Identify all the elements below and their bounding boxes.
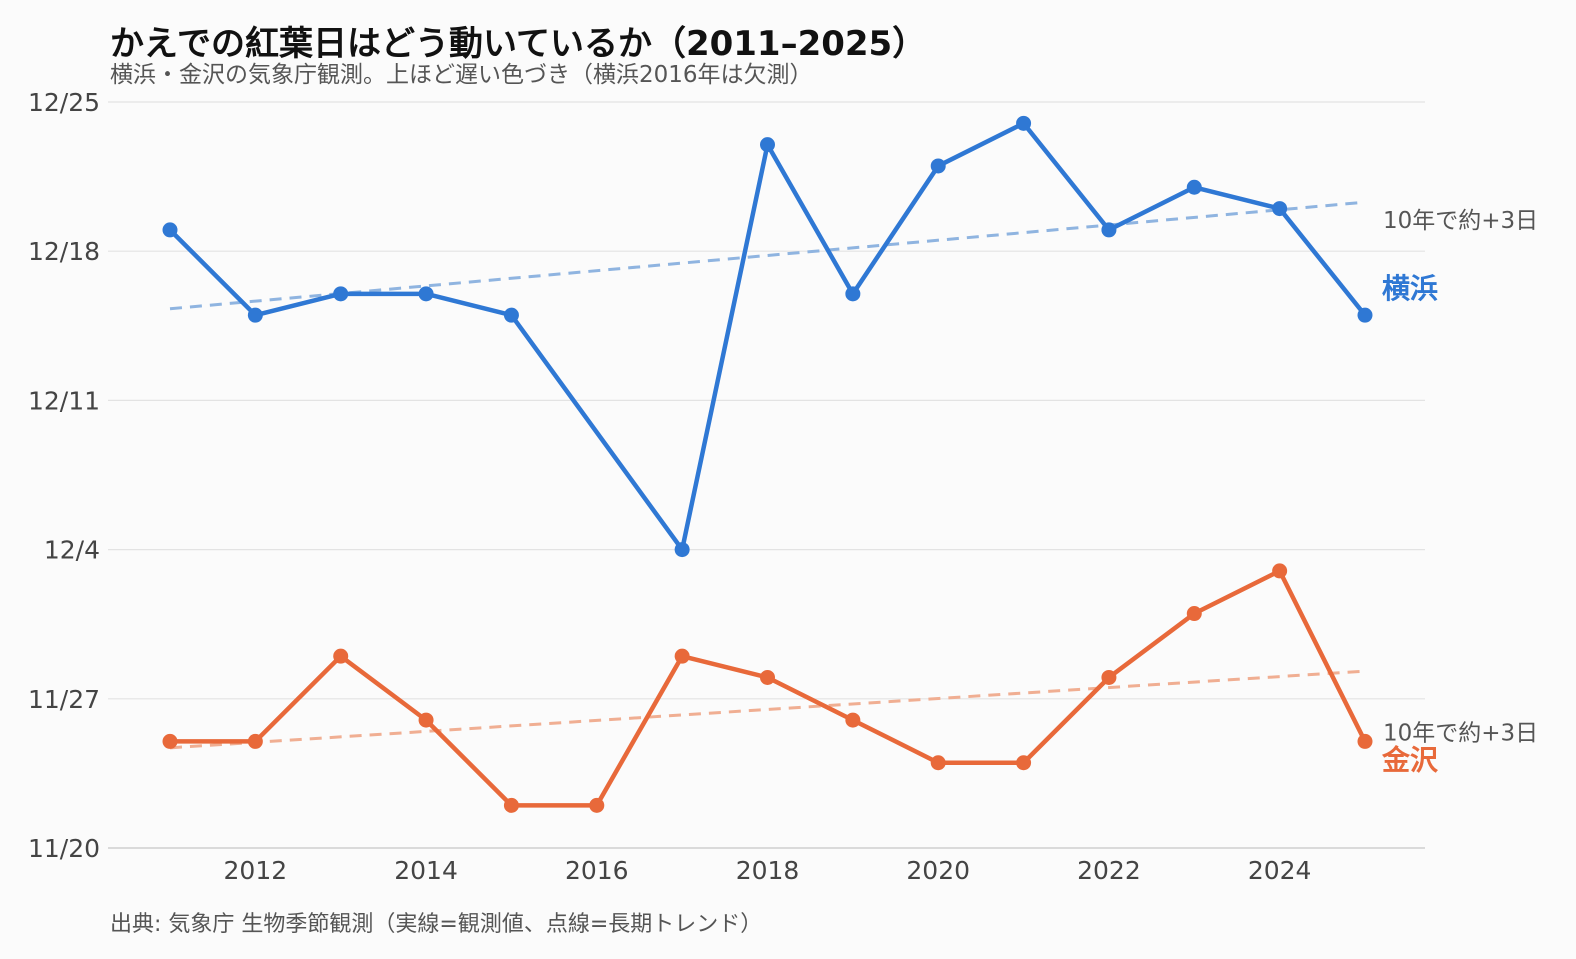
data-point (247, 307, 263, 323)
series-points (162, 115, 1373, 813)
series-line (167, 121, 1368, 552)
series-line (167, 568, 1368, 808)
data-point (1186, 606, 1202, 622)
data-point (674, 542, 690, 558)
y-tick-label: 12/18 (28, 237, 100, 266)
data-point (247, 733, 263, 749)
data-point (845, 712, 861, 728)
data-point (418, 286, 434, 302)
y-tick-label: 11/27 (28, 685, 100, 714)
data-point (1101, 669, 1117, 685)
y-tick-label: 12/25 (28, 88, 100, 117)
x-axis-ticks: 2012 2014 2016 2018 2020 2022 2024 (224, 856, 1312, 885)
data-point (503, 797, 519, 813)
series-lines (167, 121, 1368, 808)
x-tick-label: 2012 (224, 856, 288, 885)
y-tick-label: 11/20 (28, 834, 100, 863)
x-tick-label: 2024 (1248, 856, 1312, 885)
data-point (845, 286, 861, 302)
data-point (1186, 179, 1202, 195)
data-point (1016, 755, 1032, 771)
data-point (1357, 307, 1373, 323)
chart-subtitle: 横浜・金沢の気象庁観測。上ほど遅い色づき（横浜2016年は欠測） (110, 62, 813, 88)
trend-annotation: 10年で約+3日 (1383, 720, 1538, 746)
data-point (589, 797, 605, 813)
x-tick-label: 2018 (736, 856, 800, 885)
data-point (1101, 222, 1117, 238)
series-name-label: 横浜 (1382, 272, 1438, 305)
data-point (930, 755, 946, 771)
data-point (418, 712, 434, 728)
y-tick-label: 12/4 (44, 536, 100, 565)
series-name-label: 金沢 (1381, 743, 1439, 776)
data-point (930, 158, 946, 174)
chart-caption: 出典: 気象庁 生物季節観測（実線=観測値、点線=長期トレンド） (110, 912, 763, 937)
data-point (1016, 115, 1032, 131)
y-tick-label: 12/11 (28, 386, 100, 415)
data-point (503, 307, 519, 323)
data-point (760, 137, 775, 153)
data-point (162, 733, 178, 749)
x-tick-label: 2020 (906, 856, 970, 885)
x-tick-label: 2022 (1077, 856, 1141, 885)
grid-lines (108, 101, 1425, 849)
data-point (760, 669, 775, 685)
data-point (333, 648, 349, 664)
y-axis-ticks: 11/20 11/27 12/4 12/11 12/18 12/25 (28, 88, 100, 863)
trend-annotation: 10年で約+3日 (1383, 208, 1538, 234)
x-tick-label: 2016 (565, 856, 629, 885)
data-point (1357, 733, 1373, 749)
data-point (1272, 563, 1288, 579)
trend-lines (169, 200, 1366, 750)
data-point (1272, 201, 1288, 217)
data-point (333, 286, 349, 302)
x-tick-label: 2014 (394, 856, 458, 885)
data-point (674, 648, 690, 664)
data-point (162, 222, 178, 238)
chart-title: かえでの紅葉日はどう動いているか（2011–2025） (110, 24, 927, 64)
